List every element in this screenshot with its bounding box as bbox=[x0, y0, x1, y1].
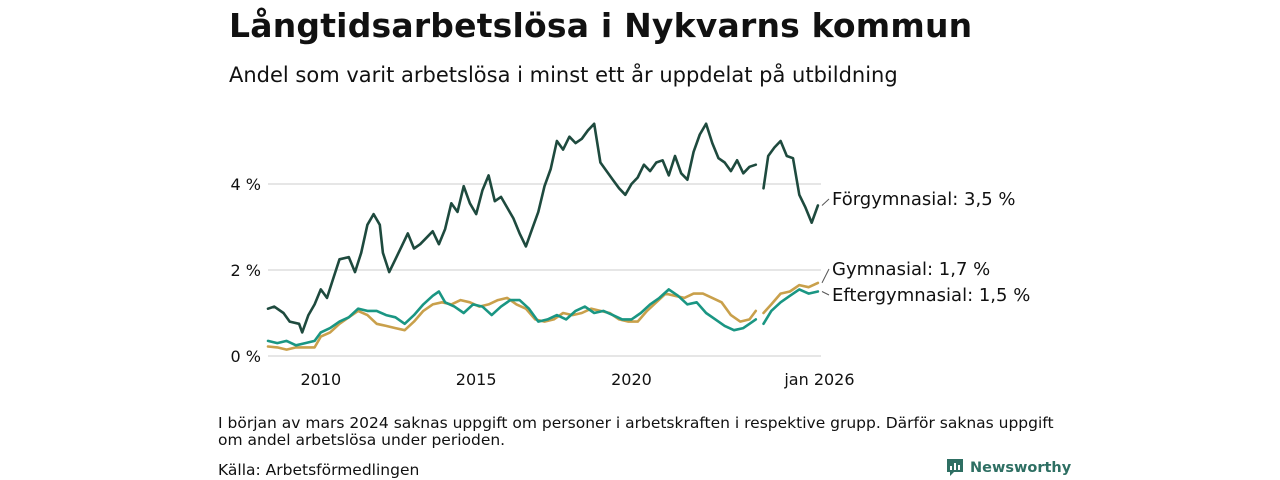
series-lines bbox=[266, 122, 820, 351]
source-text: Källa: Arbetsförmedlingen bbox=[218, 461, 420, 479]
series-label-förgymnasial: Förgymnasial: 3,5 % bbox=[832, 189, 1016, 210]
y-axis-ticks: 0 % 2 % 4 % bbox=[231, 175, 261, 366]
x-tick-label-2: 2020 bbox=[611, 370, 652, 389]
brand-logo[interactable]: Newsworthy bbox=[946, 458, 1071, 477]
x-axis-ticks: 2010 2015 2020 jan 2026 bbox=[300, 370, 854, 389]
leader-line-förgymnasial bbox=[821, 198, 830, 206]
x-tick-label-1: 2015 bbox=[456, 370, 497, 389]
leader-line-gymnasial bbox=[821, 268, 830, 284]
series-line-eftergymnasial bbox=[266, 288, 820, 347]
series-line-förgymnasial bbox=[266, 122, 820, 334]
x-tick-label-0: 2010 bbox=[300, 370, 341, 389]
footnote: I början av mars 2024 saknas uppgift om … bbox=[218, 414, 1054, 449]
chart-title: Långtidsarbetslösa i Nykvarns kommun bbox=[229, 6, 973, 45]
chart-subtitle: Andel som varit arbetslösa i minst ett å… bbox=[229, 63, 898, 87]
series-end-labels: Förgymnasial: 3,5 % Gymnasial: 1,7 % Efter… bbox=[821, 189, 1030, 306]
y-tick-label-2: 4 % bbox=[231, 175, 261, 194]
y-tick-label-1: 2 % bbox=[231, 261, 261, 280]
line-chart: 0 % 2 % 4 % 2010 2015 2020 jan 2026 Förgymnas… bbox=[231, 122, 1030, 389]
newsworthy-logo-icon bbox=[947, 459, 963, 476]
series-label-eftergymnasial: Eftergymnasial: 1,5 % bbox=[832, 285, 1030, 306]
brand-name: Newsworthy bbox=[970, 459, 1072, 476]
x-tick-label-3: jan 2026 bbox=[783, 370, 854, 389]
leader-line-eftergymnasial bbox=[821, 291, 830, 296]
y-tick-label-0: 0 % bbox=[231, 347, 261, 366]
series-label-gymnasial: Gymnasial: 1,7 % bbox=[832, 259, 990, 280]
